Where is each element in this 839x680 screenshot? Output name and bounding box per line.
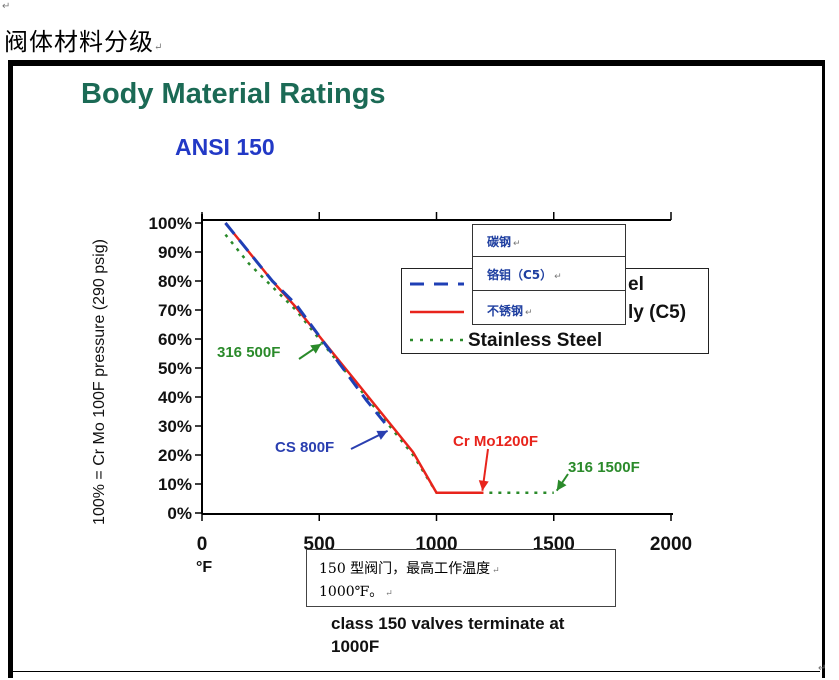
legend-item-stainless: Stainless Steel <box>402 327 708 353</box>
legend-label-carbon-steel: el <box>628 274 644 295</box>
y-tick-label: 30% <box>158 417 192 436</box>
y-tick-label: 80% <box>158 272 192 291</box>
note-line-1: 150 型阀门，最高工作温度 ↵ <box>319 561 500 577</box>
legend-swatch-carbon-steel <box>410 282 464 286</box>
arrow-crmo-1200f-head <box>478 480 489 491</box>
y-tick-label: 10% <box>158 475 192 494</box>
paragraph-mark: ↵ <box>2 1 11 12</box>
document-heading: 阀体材料分级↵ <box>4 28 164 56</box>
y-tick-label: 40% <box>158 388 192 407</box>
note-line-2: 1000℉。 ↵ <box>319 584 393 600</box>
slide-image: Body Material Ratings ANSI 150 0% 10% 20% 3… <box>8 60 825 678</box>
legend-label-stainless: Stainless Steel <box>468 330 603 351</box>
cn-label-crmo: 铬钼（C5） ↵ <box>473 257 625 291</box>
x-tick-label: 2000 <box>650 534 692 555</box>
y-tick-label: 60% <box>158 330 192 349</box>
footnote-line-1: class 150 valves terminate at <box>331 614 565 633</box>
y-tick-label: 70% <box>158 301 192 320</box>
note-text-box: 150 型阀门，最高工作温度 ↵ 1000℉。 ↵ <box>306 549 616 607</box>
y-tick-label: 50% <box>158 359 192 378</box>
arrow-316-1500f-head <box>556 479 567 491</box>
page-bottom-rule <box>8 671 820 672</box>
paragraph-mark-end: ↵ <box>818 663 827 674</box>
cn-label-stainless: 不锈钢 ↵ <box>473 291 625 324</box>
y-axis-label: 100% = Cr Mo 100F pressure (290 psig) <box>91 239 108 525</box>
slide-title: Body Material Ratings <box>81 78 386 110</box>
legend-item-carbon-steel: el <box>402 271 708 297</box>
annotation-cs-800f: CS 800F <box>275 439 335 456</box>
slide-subtitle: ANSI 150 <box>175 134 275 160</box>
legend-item-crmo: ly (C5) <box>402 299 708 325</box>
annotation-crmo-1200f: Cr Mo1200F <box>453 433 539 450</box>
legend-swatch-crmo <box>410 310 464 314</box>
footnote-line-2: 1000F <box>331 637 380 656</box>
cn-label-carbon-steel: 碳钢 ↵ <box>473 225 625 257</box>
slide-footnote: class 150 valves terminate at 1000F <box>331 612 631 658</box>
series-line-stainless-steel <box>224 233 554 494</box>
chinese-label-table: 碳钢 ↵ 铬钼（C5） ↵ 不锈钢 ↵ <box>472 224 626 325</box>
y-tick-label: 90% <box>158 243 192 262</box>
chart: 0%10%20%30%40%50%60%70%80%90%100%0 500 100… <box>91 212 692 576</box>
annotation-316-500f: 316 500F <box>217 344 281 361</box>
annotation-316-1500f: 316 1500F <box>568 459 640 476</box>
y-tick-label: 0% <box>167 504 192 523</box>
arrow-cs-800f-head <box>376 430 388 440</box>
y-tick-label: 100% <box>149 214 192 233</box>
y-tick-label: 20% <box>158 446 192 465</box>
arrow-316-500f-head <box>310 343 322 354</box>
x-axis-label: °F <box>196 559 212 576</box>
legend-swatch-stainless <box>410 338 464 342</box>
x-tick-label: 0 <box>197 534 208 555</box>
legend-label-crmo: ly (C5) <box>628 302 687 323</box>
